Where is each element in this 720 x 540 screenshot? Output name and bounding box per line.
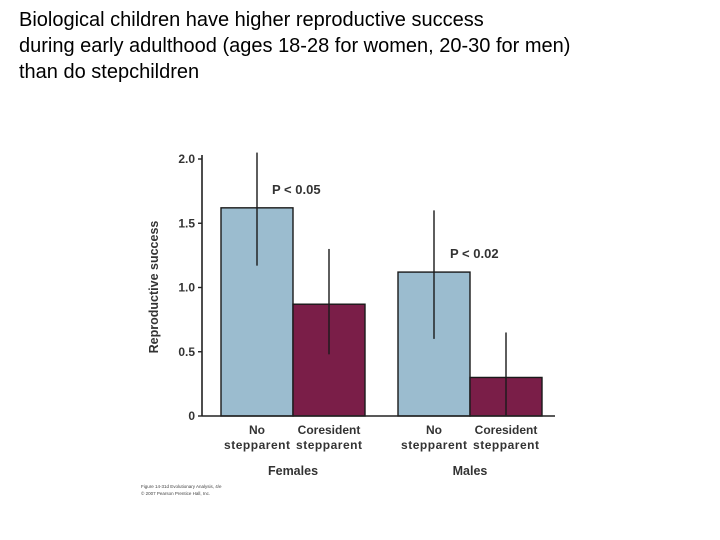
y-tick-label: 0 xyxy=(188,409,195,423)
title-line-2: during early adulthood (ages 18-28 for w… xyxy=(19,35,571,57)
credit-line-2: © 2007 Pearson Prentice Hall, Inc. xyxy=(141,490,211,496)
x-category-label: stepparent xyxy=(224,438,290,452)
credit-line-1: Figure 14-31d Evolutionary Analysis, 4/e xyxy=(141,484,222,489)
x-category-label: No xyxy=(249,423,265,437)
x-category-label: stepparent xyxy=(473,438,539,452)
significance-annotation: P < 0.02 xyxy=(450,246,499,261)
y-axis-label: Reproductive success xyxy=(147,221,161,354)
slide-title: Biological children have higher reproduc… xyxy=(19,7,709,85)
group-label: Females xyxy=(268,464,318,478)
y-tick-label: 1.5 xyxy=(178,216,195,230)
title-line-3: than do stepchildren xyxy=(19,61,200,83)
x-category-label: No xyxy=(426,423,442,437)
significance-annotation: P < 0.05 xyxy=(272,182,321,197)
figure-credit: Figure 14-31d Evolutionary Analysis, 4/e… xyxy=(141,484,222,497)
x-category-label: stepparent xyxy=(401,438,467,452)
x-category-label: Coresident xyxy=(475,423,538,437)
y-tick-label: 0.5 xyxy=(178,345,195,359)
title-line-1: Biological children have higher reproduc… xyxy=(19,9,484,31)
y-tick-label: 2.0 xyxy=(178,152,195,166)
group-label: Males xyxy=(453,464,488,478)
y-tick-label: 1.0 xyxy=(178,281,195,295)
x-category-label: Coresident xyxy=(298,423,361,437)
x-category-label: stepparent xyxy=(296,438,362,452)
